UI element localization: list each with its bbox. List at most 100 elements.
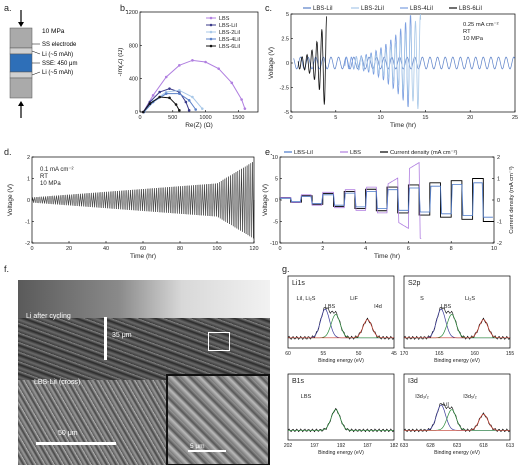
sem-image: Li after cycling 35 μm LBS-LiI (cross) 5… — [18, 280, 270, 465]
xps-axis-label: Binding energy (eV) — [318, 358, 364, 364]
scale-bar-label: 50 μm — [58, 430, 78, 437]
annotation-label: 0.1 mA cm⁻² — [40, 167, 74, 173]
legend-label: LBS-4LiI — [410, 6, 433, 12]
xps-tick-label: 60 — [285, 351, 291, 357]
data-point — [151, 94, 155, 97]
cell-schematic: 10 MPa SS electrode Li (~5 mAh) SSE: 450… — [9, 10, 77, 118]
xps-tick-label: 202 — [284, 443, 293, 449]
legend-label: LBS-LiI — [294, 150, 313, 156]
legend-marker — [209, 30, 213, 34]
data-point — [200, 107, 204, 110]
xps-frame — [403, 275, 511, 349]
data-point — [178, 109, 181, 112]
xps-axis-label: Binding energy (eV) — [318, 450, 364, 456]
ss-electrode-bottom — [9, 77, 33, 99]
data-point — [168, 96, 171, 100]
legend-label: LBS-6LiI — [459, 6, 482, 12]
sse-layer — [9, 53, 33, 73]
xps-axis-label: Binding energy (eV) — [434, 450, 480, 456]
annotation-label: 10 MPa — [40, 181, 61, 187]
xps-title: B1s — [292, 378, 305, 385]
data-point — [178, 92, 181, 95]
y-tick-label: -2 — [25, 241, 30, 247]
xps-tick-label: 613 — [506, 443, 515, 449]
data-point — [174, 103, 178, 106]
xps-title: Li1s — [292, 280, 305, 287]
xps-fit-component — [288, 409, 394, 431]
panel-label-f: f. — [4, 264, 10, 274]
y2-tick-label: 0 — [497, 198, 500, 204]
series-line — [143, 93, 197, 113]
xps-peak-label: I3d₃/₂ — [415, 394, 429, 400]
inset-scale-label: 5 μm — [190, 443, 205, 450]
xps-peak-label: LBS — [325, 304, 336, 310]
y-tick-label: 0 — [286, 61, 289, 67]
voltage-profile-chart: 0 5 10 15 20 25 -5 -2.5 0 2.5 5 Time (hr) Voltage (V… — [268, 6, 518, 129]
x-tick-label: 0 — [278, 246, 281, 252]
layer-label-li-top: Li (~5 mAh) — [42, 52, 73, 58]
data-point — [194, 108, 198, 111]
x-tick-label: 80 — [177, 246, 183, 252]
y-tick-label: -1 — [25, 220, 30, 226]
xps-fit-component — [288, 319, 394, 339]
xps-peak-label: S — [420, 296, 424, 302]
legend-marker — [209, 37, 213, 41]
data-point — [164, 92, 168, 95]
series-cycling — [31, 162, 255, 239]
y2-tick-label: 2 — [497, 155, 500, 161]
x-tick-label: 1000 — [199, 115, 211, 121]
xps-title: S2p — [408, 280, 421, 287]
li-after-cycling-region — [18, 318, 270, 380]
y-tick-label: 800 — [129, 43, 138, 49]
xps-tick-label: 197 — [310, 443, 319, 449]
x-tick-label: 8 — [450, 246, 453, 252]
legend-marker — [209, 16, 213, 20]
xps-fit-component — [404, 319, 510, 339]
xps-fit-component — [404, 313, 510, 339]
xps-tick-label: 50 — [356, 351, 362, 357]
data-point — [191, 59, 194, 62]
xps-tick-label: 628 — [426, 443, 435, 449]
data-point — [178, 89, 181, 92]
xps-tick-label: 45 — [391, 351, 397, 357]
li-after-cycling-label: Li after cycling — [26, 313, 71, 320]
x-tick-label: 60 — [140, 246, 146, 252]
data-point — [141, 110, 145, 114]
x-tick-label: 0 — [30, 246, 33, 252]
thickness-label: 35 μm — [112, 332, 132, 339]
y-tick-label: -2.5 — [280, 86, 289, 92]
plot-frame — [139, 11, 259, 113]
xps-fit-component — [404, 409, 510, 431]
x-tick-label: 10 — [491, 246, 497, 252]
pressure-arrow-bottom-head — [18, 101, 24, 106]
pressure-arrow-top-head — [18, 22, 24, 27]
xps-fit-component — [404, 413, 510, 431]
x-tick-label: 120 — [249, 246, 258, 252]
legend-label: LBS-2LiI — [361, 6, 384, 12]
xps-tick-label: 618 — [479, 443, 488, 449]
x-axis-label: Time (hr) — [374, 253, 400, 260]
sem-inset: 5 μm — [166, 374, 270, 465]
xps-peak-label: LBS — [301, 394, 312, 400]
legend-label: LBS — [219, 16, 230, 22]
xps-peak-label: LiI — [443, 402, 449, 408]
xps-spectrum — [287, 307, 395, 340]
panel-label-b: b. — [120, 3, 128, 13]
xps-axis-label: Binding energy (eV) — [434, 358, 480, 364]
xps-tick-label: 165 — [435, 351, 444, 357]
series-lbs-lii — [280, 182, 493, 218]
legend-label: LBS-LiI — [313, 6, 333, 12]
data-point — [187, 109, 191, 112]
xps-tick-label: 170 — [400, 351, 409, 357]
x-tick-label: 15 — [422, 115, 428, 121]
data-point — [204, 60, 207, 64]
data-point — [243, 107, 247, 110]
data-point — [148, 102, 152, 105]
x-tick-label: 20 — [66, 246, 72, 252]
y-axis-label: Voltage (V) — [268, 47, 275, 79]
annotation-label: RT — [40, 174, 48, 180]
x-tick-label: 4 — [364, 246, 367, 252]
legend-label: LBS-LiI — [219, 23, 238, 29]
y-tick-label: 0 — [27, 198, 30, 204]
